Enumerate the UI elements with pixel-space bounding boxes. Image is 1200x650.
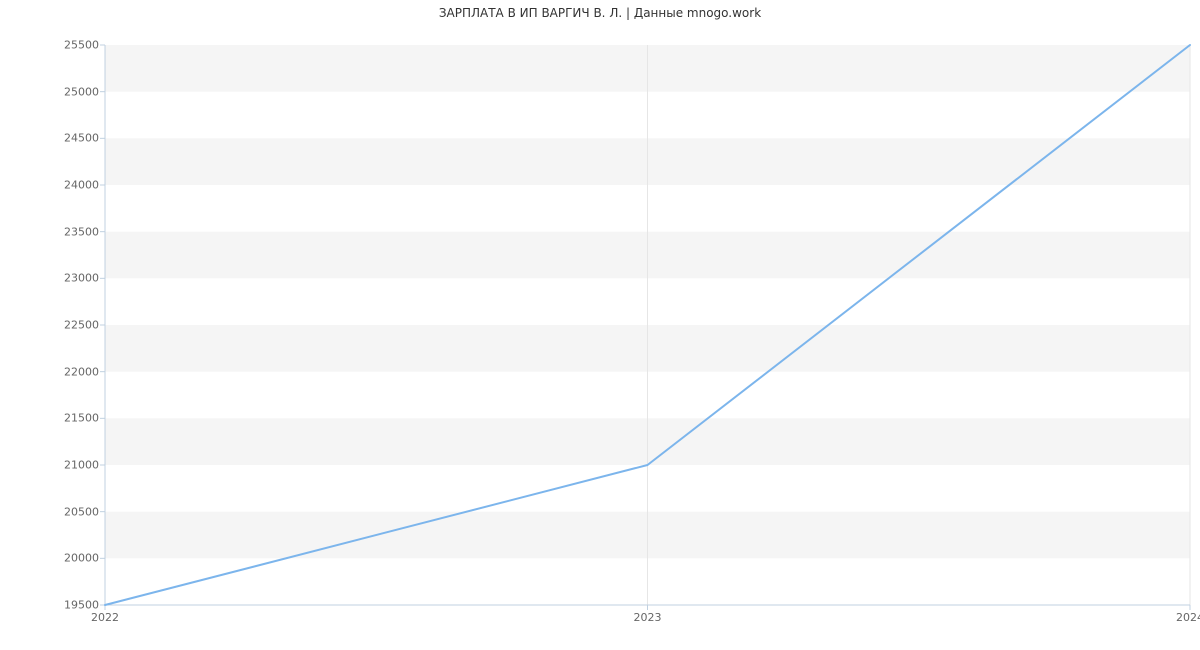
- x-tick-label: 2022: [91, 605, 119, 624]
- y-tick-label: 24000: [64, 179, 105, 192]
- x-tick-label: 2024: [1176, 605, 1200, 624]
- plot-area: 1950020000205002100021500220002250023000…: [105, 45, 1190, 605]
- salary-chart: ЗАРПЛАТА В ИП ВАРГИЧ В. Л. | Данные mnog…: [0, 0, 1200, 650]
- chart-svg: [105, 45, 1190, 605]
- y-tick-label: 22500: [64, 319, 105, 332]
- y-tick-label: 23000: [64, 272, 105, 285]
- y-tick-label: 21000: [64, 459, 105, 472]
- y-tick-label: 24500: [64, 132, 105, 145]
- y-tick-label: 22000: [64, 365, 105, 378]
- y-tick-label: 20000: [64, 552, 105, 565]
- y-tick-label: 21500: [64, 412, 105, 425]
- x-tick-label: 2023: [634, 605, 662, 624]
- y-tick-label: 20500: [64, 505, 105, 518]
- chart-title: ЗАРПЛАТА В ИП ВАРГИЧ В. Л. | Данные mnog…: [0, 6, 1200, 20]
- y-tick-label: 25500: [64, 39, 105, 52]
- y-tick-label: 25000: [64, 85, 105, 98]
- y-tick-label: 23500: [64, 225, 105, 238]
